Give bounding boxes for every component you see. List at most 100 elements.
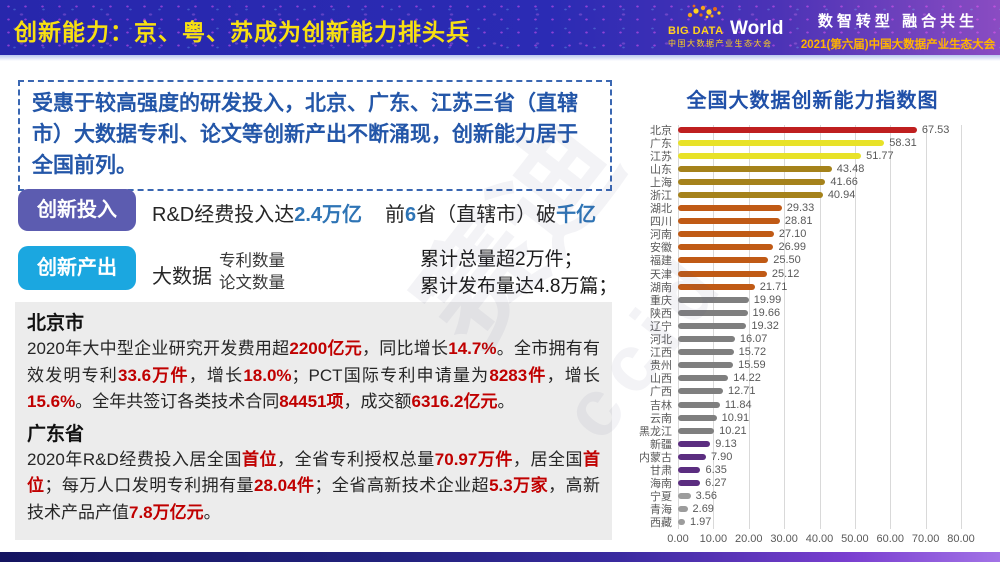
top-provinces-text: 前6省（直辖市）破千亿: [385, 198, 596, 227]
highlighted-text: 千亿: [556, 204, 597, 226]
chart-bar-area: 28.81: [678, 215, 961, 227]
chart-bar: [678, 178, 826, 185]
chart-bar: [678, 192, 823, 199]
chart-value-label: 25.50: [773, 254, 801, 267]
chart-value-label: 26.99: [778, 241, 806, 254]
chart-value-label: 21.71: [759, 280, 788, 293]
chart-bar-area: 21.71: [678, 281, 961, 293]
highlighted-text: 15.6%: [27, 392, 76, 411]
chart-bar: [678, 375, 729, 382]
chart-bar: [678, 519, 685, 526]
highlighted-text: 84451项: [279, 392, 344, 411]
chart-row: 辽宁 19.32: [630, 319, 995, 333]
chart-row: 天津 25.12: [630, 267, 995, 281]
chart-bar: [678, 440, 711, 447]
chart-category-label: 四川: [650, 216, 672, 229]
chart-category-label: 广西: [650, 386, 672, 399]
slogan-line1: 数智转型 融合共生: [817, 13, 979, 30]
plain-text: ，全省专利授权总量: [277, 449, 435, 469]
chart-bar: [678, 231, 774, 238]
chart-value-label: 6.35: [705, 463, 727, 476]
chart-bar: [678, 283, 755, 290]
chart-category-label: 江西: [650, 347, 672, 360]
summary-text: 受惠于较高强度的研发投入，北京、广东、江苏三省（直辖市）大数据专利、论文等创新产…: [32, 92, 578, 177]
plain-text: ，增长: [546, 365, 600, 385]
chart-bar-area: 19.32: [678, 320, 961, 332]
plain-text: 2020年大中型企业研究开发费用超: [27, 339, 290, 358]
chart-category-label: 甘肃: [650, 464, 672, 477]
plain-text: ，增长: [188, 365, 244, 385]
chart-category-label: 山西: [650, 373, 672, 386]
chart-category-label: 山东: [650, 163, 672, 176]
chart-value-label: 9.13: [715, 437, 737, 450]
rd-investment-text: R&D经费投入达2.4万亿: [152, 198, 362, 227]
plain-text: ，成交额: [343, 392, 412, 411]
chart-row: 湖南 21.71: [630, 280, 995, 294]
patent-count-label: 专利数量: [219, 252, 285, 270]
chart-bar-area: 19.66: [678, 307, 961, 319]
chart-row: 青海 2.69: [630, 503, 995, 516]
chart-category-label: 湖南: [650, 281, 672, 294]
chart-row: 云南 10.91: [630, 411, 995, 425]
chart-bar: [678, 165, 832, 172]
header-bar: 创新能力：京、粤、苏成为创新能力排头兵 BIG DATA World 中国大数据…: [0, 0, 1000, 55]
output-metric-list: 专利数量 论文数量: [219, 250, 285, 294]
chart-category-label: 陕西: [650, 307, 672, 320]
chart-bar-area: 10.91: [678, 412, 961, 424]
guangdong-paragraph: 2020年R&D经费投入居全国首位，全省专利授权总量70.97万件，居全国首位；…: [27, 447, 600, 527]
plain-text: 。全市拥有有效发明专利: [27, 339, 600, 385]
chart-value-label: 10.21: [719, 424, 747, 437]
patent-total-text: 累计总量超2万件；: [420, 249, 583, 270]
x-tick-label: 70.00: [911, 532, 940, 545]
plain-text: 。全年共签订各类技术合同: [75, 392, 280, 411]
chart-bar: [678, 480, 701, 487]
chart-row: 贵州 15.59: [630, 359, 995, 372]
chart-title: 全国大数据创新能力指数图: [686, 90, 939, 112]
plain-text: ，同比增长: [361, 339, 449, 358]
chart-category-label: 云南: [650, 412, 672, 425]
output-result-list: 累计总量超2万件； 累计发布量达4.8万篇；: [420, 246, 617, 300]
chart-bar-area: 1.97: [678, 516, 961, 528]
chart-row: 广东 58.31: [630, 136, 995, 150]
chart-category-label: 内蒙古: [639, 451, 672, 464]
province-details-panel: 北京市 2020年大中型企业研究开发费用超2200亿元，同比增长14.7%。全市…: [15, 302, 612, 540]
footer-bar: [0, 552, 1000, 562]
plain-text: ；每万人口发明专利拥有量: [44, 476, 254, 495]
beijing-paragraph: 2020年大中型企业研究开发费用超2200亿元，同比增长14.7%。全市拥有有效…: [27, 336, 600, 416]
chart-value-label: 19.32: [751, 319, 779, 332]
gridline: [890, 125, 892, 529]
highlighted-text: 5.3万家: [489, 476, 549, 495]
chart-row: 山西 14.22: [630, 372, 995, 385]
innovation-index-bar-chart: 全国大数据创新能力指数图 北京 67.53 广东 58.31 江苏 51.77 山东 43.4…: [630, 84, 995, 545]
chart-bar: [678, 493, 691, 500]
chart-category-label: 河南: [650, 229, 672, 242]
plain-text: 前: [385, 204, 405, 226]
highlighted-text: 33.6万件: [118, 365, 189, 385]
chart-bar: [678, 257, 769, 264]
beijing-heading: 北京市: [27, 313, 85, 334]
chart-row: 宁夏 3.56: [630, 490, 995, 503]
plain-text: 省（直辖市）破: [416, 204, 557, 226]
gridline: [961, 125, 962, 529]
highlighted-text: 6316.2亿元: [411, 392, 498, 411]
chart-value-label: 40.94: [827, 189, 856, 202]
chart-bar-area: 58.31: [678, 137, 961, 149]
chart-value-label: 2.69: [692, 503, 714, 516]
chart-bar: [678, 218, 780, 225]
chart-value-label: 25.12: [771, 267, 800, 280]
x-tick-label: 30.00: [770, 532, 798, 545]
paper-total-text: 累计发布量达4.8万篇；: [420, 276, 618, 297]
guangdong-heading: 广东省: [27, 423, 85, 445]
chart-bar-area: 19.99: [678, 294, 961, 306]
chart-category-label: 重庆: [650, 294, 672, 307]
gridline: [784, 125, 786, 529]
chart-bar-area: 7.90: [678, 451, 961, 463]
chart-value-label: 1.97: [689, 516, 712, 529]
chart-row: 广西 12.71: [630, 385, 995, 398]
chart-bar: [678, 322, 747, 329]
chart-value-label: 43.48: [836, 162, 865, 175]
logo-subtitle: 中国大数据产业生态大会: [668, 39, 773, 48]
plain-text: 。: [203, 502, 221, 522]
chart-category-label: 宁夏: [650, 491, 672, 504]
chart-value-label: 41.66: [830, 175, 858, 188]
